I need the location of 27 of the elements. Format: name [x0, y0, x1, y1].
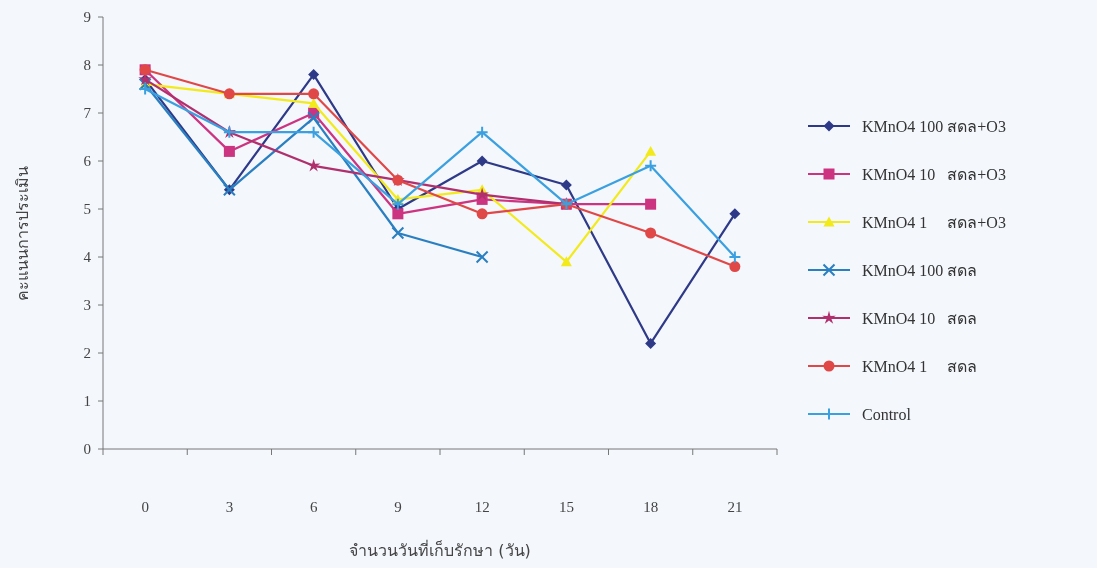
y-tick-label: 1	[83, 393, 91, 409]
legend-label: KMnO4 100 สดล	[862, 262, 978, 279]
legend-label: Control	[862, 406, 912, 423]
x-tick-label: 18	[643, 499, 659, 515]
y-tick-label: 2	[83, 345, 91, 361]
legend-label: KMnO4 100 สดล+O3	[862, 118, 1006, 135]
x-axis-title: จำนวนวันที่เก็บรักษา (วัน)	[349, 539, 531, 560]
legend-label: KMnO4 1 สดล+O3	[862, 214, 1006, 231]
y-tick-label: 6	[83, 153, 92, 169]
x-tick-label: 9	[394, 499, 402, 515]
y-tick-label: 0	[83, 441, 91, 457]
y-tick-label: 4	[83, 249, 92, 265]
y-tick-label: 5	[83, 201, 91, 217]
x-tick-label: 12	[474, 499, 490, 515]
y-tick-label: 3	[83, 297, 91, 313]
legend-label: KMnO4 10 สดล+O3	[862, 166, 1006, 183]
y-tick-label: 7	[83, 105, 92, 121]
legend-label: KMnO4 10 สดล	[862, 310, 978, 327]
y-axis-title: คะแนนการประเมิน	[13, 165, 32, 301]
x-tick-label: 0	[141, 499, 149, 515]
y-tick-label: 9	[83, 9, 91, 25]
y-tick-label: 8	[83, 57, 91, 73]
legend-label: KMnO4 1 สดล	[862, 358, 978, 375]
x-tick-label: 15	[558, 499, 574, 515]
x-tick-label: 3	[225, 499, 234, 515]
x-tick-label: 21	[727, 499, 743, 515]
x-tick-label: 6	[309, 499, 318, 515]
